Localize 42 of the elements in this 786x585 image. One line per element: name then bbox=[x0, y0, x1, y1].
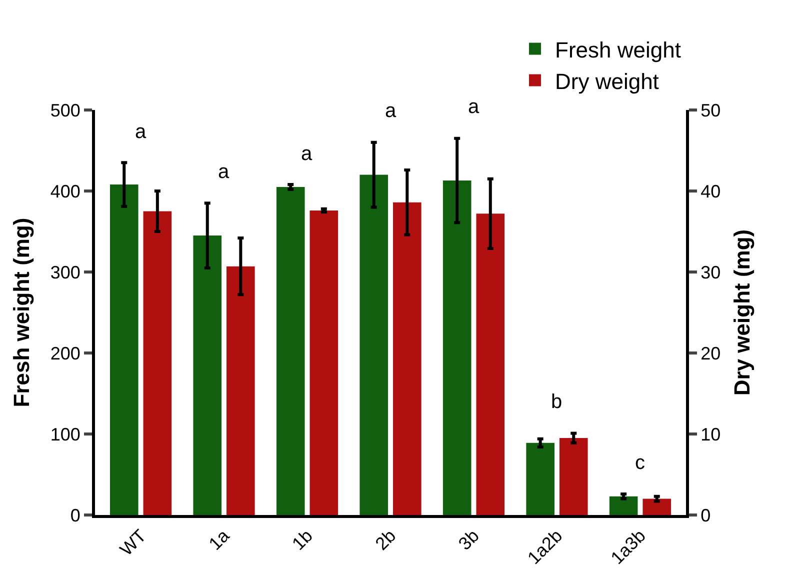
legend-label: Fresh weight bbox=[555, 37, 681, 62]
y2-tick-label: 20 bbox=[700, 343, 721, 364]
y-tick-label: 300 bbox=[50, 262, 80, 282]
bar bbox=[559, 438, 588, 515]
bar bbox=[310, 210, 338, 515]
x-tick-label: WT bbox=[116, 526, 150, 560]
bar bbox=[476, 214, 505, 515]
bar bbox=[609, 496, 638, 515]
bar bbox=[226, 266, 255, 515]
annotation: a bbox=[135, 121, 147, 143]
y2-tick-label: 0 bbox=[700, 505, 711, 526]
annotation: a bbox=[301, 143, 313, 165]
y2-tick-label: 40 bbox=[700, 181, 721, 202]
bar bbox=[442, 180, 472, 515]
bar bbox=[526, 442, 554, 515]
y-axis-title: Fresh weight (mg) bbox=[9, 218, 34, 408]
y-tick-label: 0 bbox=[70, 505, 80, 526]
bar bbox=[193, 236, 222, 515]
annotation: a bbox=[468, 96, 480, 118]
y-tick-label: 200 bbox=[50, 343, 80, 364]
y2-tick-label: 30 bbox=[700, 262, 721, 282]
y-tick-label: 500 bbox=[50, 100, 80, 120]
annotation: b bbox=[551, 391, 562, 413]
y-tick-label: 400 bbox=[50, 181, 80, 202]
bar bbox=[360, 174, 388, 515]
bar bbox=[642, 498, 672, 515]
x-tick-label: 1a bbox=[204, 524, 234, 554]
y2-tick-label: 50 bbox=[700, 100, 721, 120]
annotation: c bbox=[635, 452, 645, 474]
bar bbox=[143, 211, 172, 515]
y2-axis-title: Dry weight (mg) bbox=[730, 229, 755, 396]
annotation: a bbox=[385, 100, 397, 122]
legend-label: Dry weight bbox=[555, 68, 659, 94]
x-tick-label: 3b bbox=[454, 526, 483, 554]
bar bbox=[276, 186, 305, 515]
annotation: a bbox=[218, 161, 230, 183]
bar bbox=[393, 202, 422, 515]
x-tick-label: 2b bbox=[371, 526, 400, 554]
bar bbox=[110, 184, 138, 515]
x-tick-label: 1b bbox=[288, 526, 316, 554]
y2-tick-label: 10 bbox=[700, 424, 721, 444]
y-tick-label: 100 bbox=[50, 424, 80, 444]
